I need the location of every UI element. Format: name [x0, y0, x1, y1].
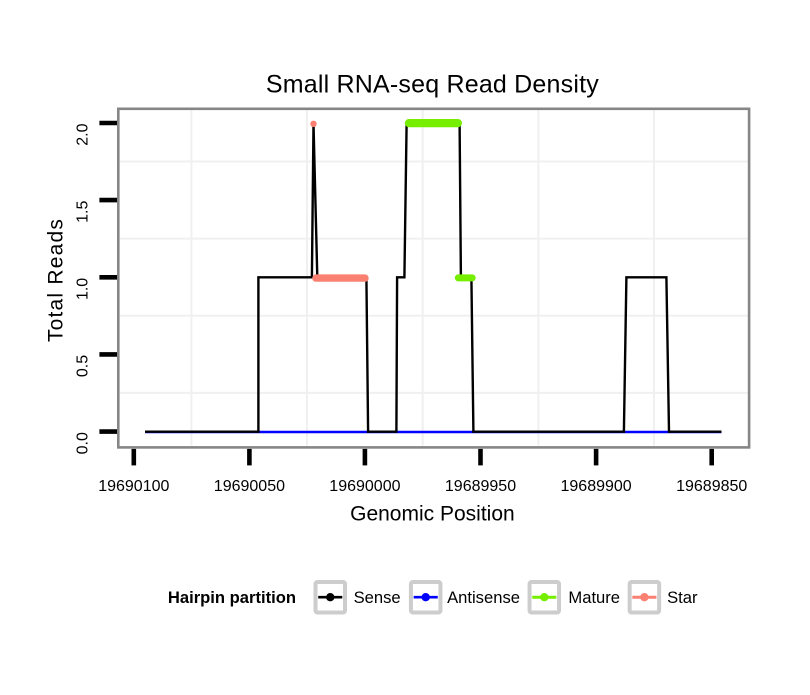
svg-text:1.0: 1.0 — [74, 278, 91, 300]
svg-text:19689900: 19689900 — [561, 478, 632, 495]
svg-text:0.0: 0.0 — [74, 432, 91, 454]
svg-text:19690100: 19690100 — [98, 478, 169, 495]
svg-text:Star: Star — [667, 588, 698, 607]
svg-text:Small RNA-seq Read Density: Small RNA-seq Read Density — [266, 71, 599, 99]
svg-text:2.0: 2.0 — [74, 123, 91, 145]
svg-text:1.5: 1.5 — [74, 201, 91, 223]
svg-text:Antisense: Antisense — [447, 588, 520, 607]
svg-text:19689850: 19689850 — [676, 478, 747, 495]
svg-text:Total Reads: Total Reads — [45, 218, 68, 342]
svg-text:Genomic Position: Genomic Position — [350, 502, 515, 525]
svg-text:19689950: 19689950 — [445, 478, 516, 495]
svg-text:19690050: 19690050 — [214, 478, 285, 495]
svg-text:0.5: 0.5 — [74, 355, 91, 377]
svg-text:19690000: 19690000 — [329, 478, 400, 495]
svg-text:Mature: Mature — [568, 588, 620, 607]
svg-text:Hairpin partition: Hairpin partition — [168, 588, 296, 607]
svg-text:Sense: Sense — [354, 588, 401, 607]
